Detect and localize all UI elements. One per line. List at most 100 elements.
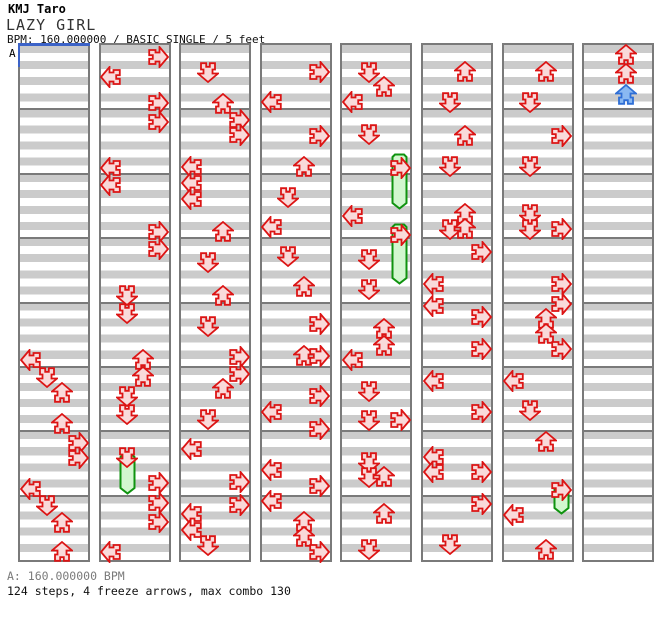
arrow-left-icon bbox=[99, 155, 122, 181]
arrow-up-icon bbox=[130, 365, 156, 388]
arrow-right-icon bbox=[147, 219, 170, 245]
arrow-up-blue-icon bbox=[613, 83, 639, 106]
arrow-right-icon bbox=[550, 291, 573, 317]
arrow-up-icon bbox=[210, 92, 236, 115]
arrow-right-icon bbox=[228, 107, 250, 133]
measure-column bbox=[98, 43, 171, 565]
arrow-right-icon bbox=[550, 336, 573, 362]
arrow-down-icon bbox=[195, 534, 221, 557]
arrow-down-icon bbox=[517, 155, 543, 178]
arrow-down-icon bbox=[114, 302, 140, 325]
artist-name: KMJ Taro bbox=[8, 2, 66, 16]
arrow-down-icon bbox=[517, 399, 543, 422]
arrow-up-icon bbox=[291, 155, 317, 178]
arrow-up-icon bbox=[452, 217, 478, 240]
arrow-left-icon bbox=[422, 368, 445, 394]
arrow-right-icon bbox=[308, 473, 331, 499]
arrow-left-icon bbox=[422, 444, 445, 470]
measure-divider bbox=[261, 365, 330, 368]
arrow-right-icon bbox=[147, 490, 170, 516]
measure-divider bbox=[423, 430, 491, 433]
arrow-down-icon bbox=[356, 466, 382, 489]
measure-divider bbox=[261, 172, 330, 175]
arrow-right-icon bbox=[550, 216, 573, 242]
arrow-right-icon bbox=[228, 492, 250, 518]
arrow-left-icon bbox=[341, 203, 364, 229]
arrow-left-icon bbox=[341, 347, 364, 373]
arrow-right-icon bbox=[308, 343, 331, 369]
measure-divider bbox=[342, 494, 411, 497]
arrow-right-icon bbox=[228, 469, 250, 495]
arrow-right-icon bbox=[228, 361, 250, 387]
arrow-down-icon bbox=[195, 408, 221, 431]
arrow-up-icon bbox=[291, 275, 317, 298]
measure-divider bbox=[503, 494, 572, 497]
arrow-right-icon bbox=[147, 44, 170, 70]
arrow-down-icon bbox=[356, 248, 382, 271]
arrow-right-icon bbox=[147, 109, 170, 135]
measure-divider bbox=[584, 365, 653, 368]
arrow-up-icon bbox=[452, 124, 478, 147]
arrow-down-icon bbox=[356, 409, 382, 432]
arrow-up-icon bbox=[291, 525, 317, 548]
arrow-right-icon bbox=[147, 90, 170, 116]
arrow-down-icon bbox=[517, 218, 543, 241]
arrow-left-icon bbox=[180, 517, 203, 543]
arrow-up-icon bbox=[49, 540, 75, 563]
measure-divider bbox=[261, 108, 330, 111]
measure-divider bbox=[423, 365, 491, 368]
arrow-left-icon bbox=[261, 488, 283, 514]
arrow-down-icon bbox=[517, 91, 543, 114]
arrow-right-icon bbox=[308, 311, 331, 337]
arrow-up-icon bbox=[291, 344, 317, 367]
measure-divider bbox=[181, 365, 250, 368]
measure-column bbox=[501, 43, 574, 562]
arrow-down-icon bbox=[437, 91, 462, 114]
arrow-left-icon bbox=[261, 399, 283, 425]
arrow-up-icon bbox=[533, 538, 559, 561]
arrow-right-icon bbox=[147, 470, 170, 496]
arrow-down-icon bbox=[356, 380, 382, 403]
measure-divider bbox=[100, 430, 169, 433]
arrow-right-icon bbox=[470, 399, 492, 425]
song-title: LAZY GIRL bbox=[6, 16, 97, 34]
measure-divider bbox=[181, 172, 250, 175]
measure-divider bbox=[503, 237, 572, 240]
measure-divider bbox=[584, 430, 653, 433]
arrow-right-icon bbox=[228, 122, 250, 148]
arrow-up-icon bbox=[533, 322, 559, 345]
arrow-left-icon bbox=[502, 368, 525, 394]
arrow-right-icon bbox=[67, 430, 89, 456]
measure-divider bbox=[503, 365, 572, 368]
arrow-right-icon bbox=[389, 155, 412, 181]
measure-divider bbox=[423, 494, 491, 497]
measure-divider bbox=[20, 365, 88, 368]
arrow-down-icon bbox=[275, 245, 301, 268]
arrow-left-icon bbox=[180, 436, 203, 462]
arrow-left-icon bbox=[422, 271, 445, 297]
arrow-right-icon bbox=[308, 383, 331, 409]
footer-bpm-line: A: 160.000000 BPM bbox=[7, 569, 125, 583]
arrow-left-icon bbox=[19, 476, 42, 502]
measure-column bbox=[259, 43, 332, 565]
arrow-left-icon bbox=[422, 459, 445, 485]
arrow-down-icon bbox=[437, 533, 462, 556]
arrow-right-icon bbox=[470, 239, 492, 265]
measure-divider bbox=[100, 365, 169, 368]
arrow-left-icon bbox=[99, 172, 122, 198]
measure-divider bbox=[100, 301, 169, 304]
arrow-left-icon bbox=[261, 457, 283, 483]
measure-column bbox=[18, 43, 90, 562]
arrow-right-icon bbox=[67, 445, 89, 471]
measure-divider bbox=[423, 301, 491, 304]
arrow-right-icon bbox=[147, 236, 170, 262]
measure-divider bbox=[20, 108, 88, 111]
measure-column bbox=[179, 43, 252, 562]
measure-divider bbox=[181, 108, 250, 111]
arrow-up-icon bbox=[533, 60, 559, 83]
arrow-down-icon bbox=[356, 278, 382, 301]
arrow-up-icon bbox=[130, 348, 156, 371]
measure-divider bbox=[342, 172, 411, 175]
arrow-down-icon bbox=[114, 446, 140, 469]
footer-stats-line: 124 steps, 4 freeze arrows, max combo 13… bbox=[7, 584, 291, 598]
